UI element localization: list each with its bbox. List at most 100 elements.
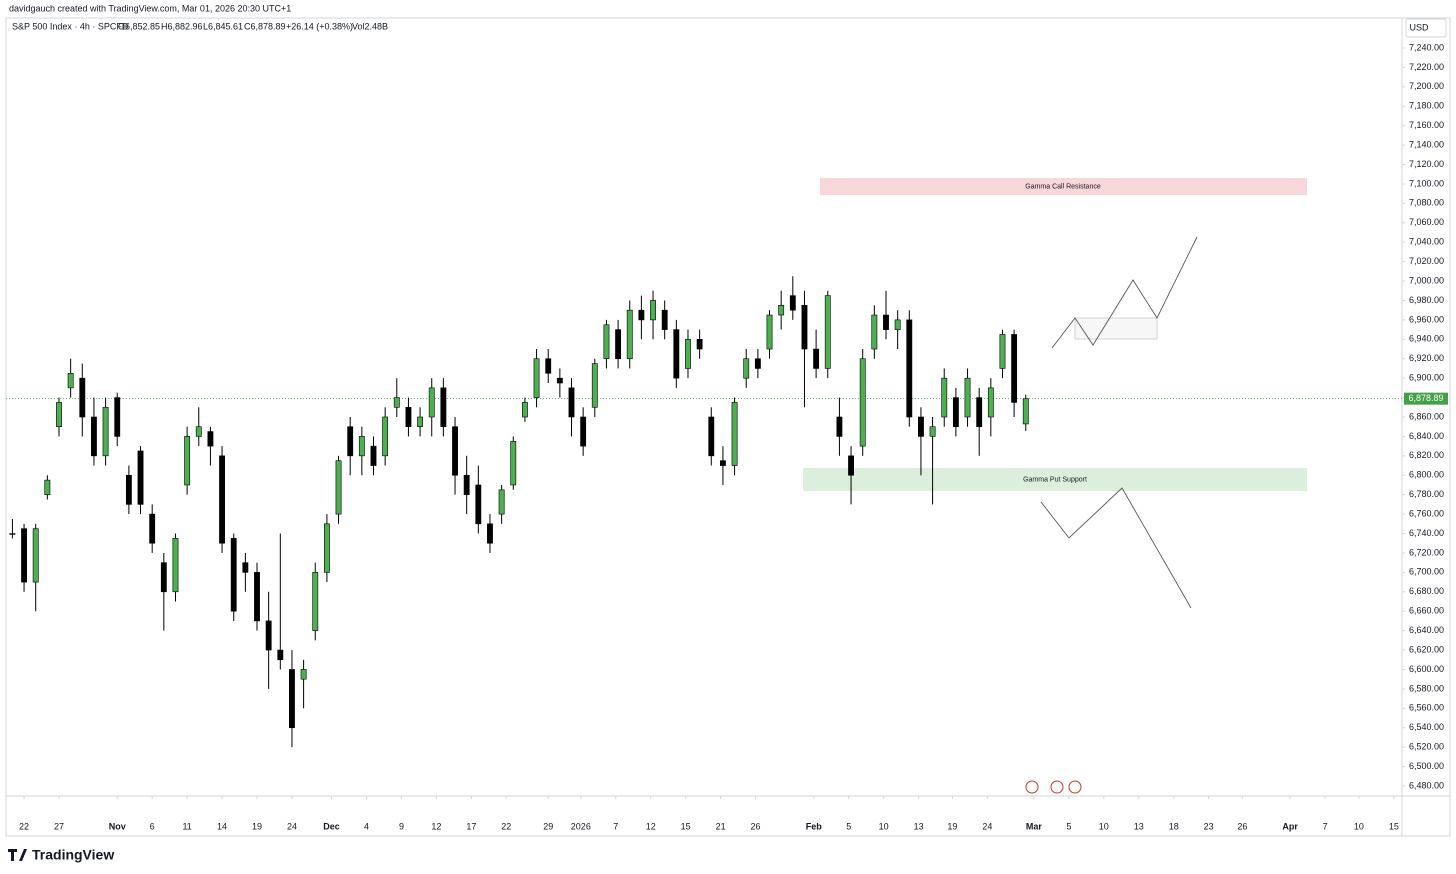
candle-body: [918, 416, 924, 437]
candle-body: [289, 669, 295, 729]
candle-body: [824, 295, 831, 369]
candle-body: [743, 358, 750, 379]
y-tick-label: 6,840.00: [1409, 431, 1444, 441]
y-tick-label: 6,820.00: [1409, 450, 1444, 460]
support-label: Gamma Put Support: [1023, 476, 1087, 483]
candle-body: [906, 319, 913, 418]
candle-body: [21, 528, 27, 583]
x-tick-label: 2026: [571, 821, 591, 831]
y-tick-label: 6,480.00: [1409, 780, 1444, 790]
x-tick-label: 27: [54, 821, 64, 831]
x-tick-label: 12: [646, 821, 656, 831]
y-tick-label: 6,520.00: [1409, 742, 1444, 752]
candle-body: [417, 416, 424, 428]
y-tick-label: 6,980.00: [1409, 295, 1444, 305]
candle-body: [312, 572, 319, 631]
candle-body: [91, 416, 97, 457]
candle-body: [766, 314, 773, 350]
y-tick-label: 6,580.00: [1409, 683, 1444, 693]
candle-body: [79, 377, 86, 418]
x-tick-label: 19: [252, 821, 262, 831]
candle-body: [999, 334, 1006, 369]
event-icons: [1025, 780, 1082, 794]
brand-name: TradingView: [32, 847, 114, 863]
candle-body: [219, 455, 225, 544]
candle-body: [277, 649, 284, 661]
y-tick-label: 6,660.00: [1409, 606, 1444, 616]
candle-body: [673, 329, 680, 379]
candle-body: [358, 436, 365, 457]
candle-body: [32, 528, 39, 583]
y-tick-label: 7,220.00: [1409, 62, 1444, 72]
candle-body: [382, 416, 389, 457]
legend-open: O6,852.85: [118, 21, 160, 31]
candle-body: [952, 397, 959, 428]
x-tick-label: Nov: [109, 821, 126, 831]
target-box: [1074, 317, 1158, 340]
candle-body: [580, 416, 587, 447]
x-tick-label: 10: [879, 821, 889, 831]
candle-body: [265, 620, 272, 651]
event-icon: [1025, 780, 1039, 794]
candles: [9, 276, 1029, 748]
candle-body: [405, 406, 412, 428]
x-tick-label: 26: [1237, 821, 1247, 831]
y-tick-label: 7,200.00: [1409, 81, 1444, 91]
event-icon: [1050, 780, 1064, 794]
candle-body: [160, 562, 167, 593]
zones: Gamma Call Resistance Gamma Put Support: [6, 178, 1402, 609]
x-tick-label: 29: [543, 821, 553, 831]
candle-body: [813, 348, 820, 369]
candle-body: [510, 440, 517, 486]
y-tick-label: 6,960.00: [1409, 314, 1444, 324]
x-tick-label: 9: [399, 821, 404, 831]
candle-body: [56, 402, 62, 428]
x-tick-label: 10: [1099, 821, 1109, 831]
candle-body: [195, 426, 202, 437]
y-tick-label: 6,500.00: [1409, 761, 1444, 771]
candle-body: [44, 479, 51, 495]
legend-high: H6,882.96: [161, 21, 203, 31]
y-tick-label: 6,540.00: [1409, 722, 1444, 732]
x-tick-label: 11: [182, 821, 191, 831]
x-tick-label: 24: [287, 821, 297, 831]
candle-body: [626, 309, 633, 360]
y-tick-label: 6,600.00: [1409, 664, 1444, 674]
y-tick-label: 7,140.00: [1409, 139, 1444, 149]
legend-low: L6,845.61: [203, 21, 243, 31]
y-tick-label: 6,860.00: [1409, 411, 1444, 421]
candle-body: [370, 445, 377, 466]
x-tick-label: 10: [1354, 821, 1364, 831]
y-tick-label: 7,080.00: [1409, 198, 1444, 208]
candle-body: [440, 387, 447, 428]
candle-body: [207, 431, 214, 447]
candle-body: [463, 474, 470, 495]
y-tick-label: 7,060.00: [1409, 217, 1444, 227]
candle-body: [172, 538, 179, 593]
candle-body: [149, 513, 156, 544]
x-tick-label: 13: [914, 821, 924, 831]
candle-body: [9, 533, 16, 535]
candle-body: [661, 309, 668, 330]
x-tick-label: 17: [466, 821, 476, 831]
x-tick-label: 7: [613, 821, 618, 831]
y-tick-label: 7,120.00: [1409, 159, 1444, 169]
candle-body: [987, 387, 994, 418]
y-tick-label: 6,680.00: [1409, 586, 1444, 596]
candle-body: [184, 436, 191, 486]
x-tick-label: 18: [1169, 821, 1179, 831]
candle-body: [556, 377, 563, 384]
x-tick-label: 22: [19, 821, 29, 831]
event-icon: [1068, 780, 1082, 794]
candle-body: [859, 358, 866, 447]
legend-close: C6,878.89: [244, 21, 286, 31]
candle-body: [545, 358, 552, 374]
x-tick-label: 14: [217, 821, 227, 831]
y-tick-label: 6,620.00: [1409, 644, 1444, 654]
candle-body: [696, 339, 703, 350]
candle-body: [254, 572, 260, 622]
brand-logo: [8, 849, 27, 861]
legend-symbol: S&P 500 Index · 4h · SPCFD: [12, 21, 129, 31]
resistance-label: Gamma Call Resistance: [1025, 183, 1101, 190]
y-tick-label: 6,700.00: [1409, 567, 1444, 577]
